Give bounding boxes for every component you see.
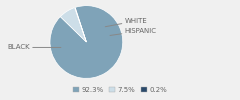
Wedge shape <box>60 8 86 42</box>
Text: BLACK: BLACK <box>7 44 61 50</box>
Text: WHITE: WHITE <box>105 18 147 27</box>
Legend: 92.3%, 7.5%, 0.2%: 92.3%, 7.5%, 0.2% <box>70 84 170 96</box>
Text: HISPANIC: HISPANIC <box>110 28 156 36</box>
Wedge shape <box>50 6 123 78</box>
Wedge shape <box>75 7 86 42</box>
